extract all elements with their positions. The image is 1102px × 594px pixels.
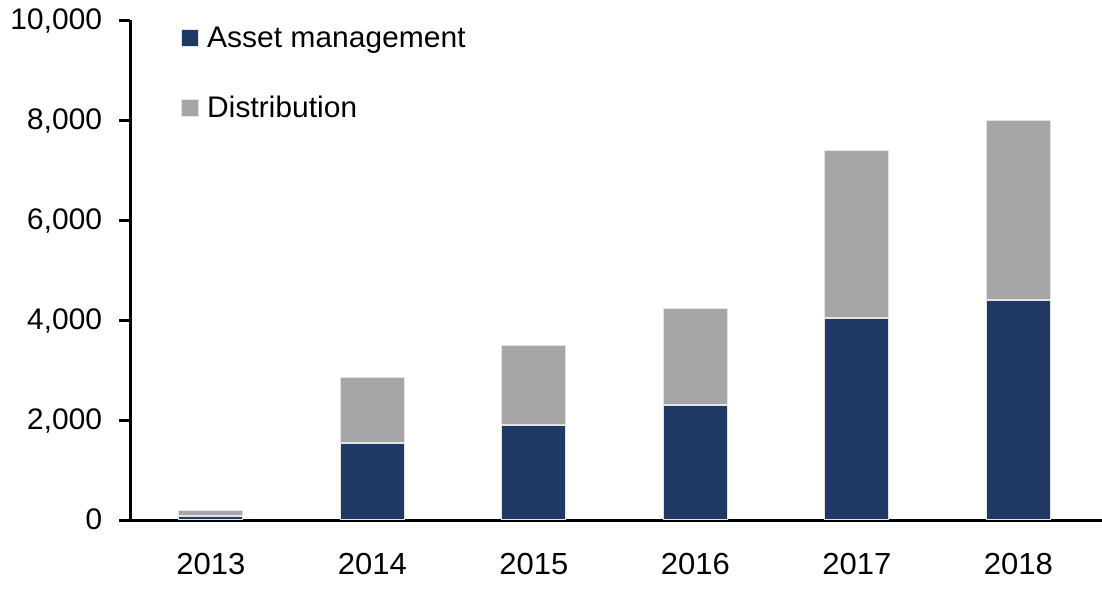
y-axis-line <box>129 20 132 522</box>
bar-segment-distribution <box>985 120 1051 300</box>
y-tick-mark <box>119 519 130 522</box>
bar-segment-distribution <box>662 307 728 405</box>
legend-item-distribution: Distribution <box>181 91 358 124</box>
y-tick-label: 4,000 <box>26 303 102 336</box>
legend-label-distribution: Distribution <box>207 91 358 124</box>
bar-segment-asset-management <box>501 425 567 520</box>
x-axis-line <box>129 519 1102 522</box>
distribution-swatch-icon <box>181 99 199 117</box>
bar-segment-distribution <box>501 345 567 425</box>
x-axis-label: 2015 <box>499 546 569 581</box>
bar-segment-distribution <box>824 150 890 318</box>
bar-segment-asset-management <box>339 442 405 520</box>
y-tick-label: 6,000 <box>26 203 102 236</box>
y-tick-mark <box>119 419 130 422</box>
y-tick-label: 2,000 <box>26 403 102 436</box>
bar-segment-asset-management <box>178 515 244 520</box>
legend-item-asset-management: Asset management <box>181 21 466 54</box>
y-tick-label: 10,000 <box>10 3 102 36</box>
bar-segment-asset-management <box>824 317 890 520</box>
x-axis-label: 2014 <box>337 546 407 581</box>
x-axis-label: 2017 <box>822 546 892 581</box>
x-axis-label: 2016 <box>660 546 730 581</box>
y-tick-label: 0 <box>85 503 102 536</box>
y-tick-mark <box>119 19 130 22</box>
y-tick-mark <box>119 219 130 222</box>
bar-segment-asset-management <box>985 300 1051 520</box>
x-axis-label: 2013 <box>176 546 246 581</box>
y-tick-mark <box>119 319 130 322</box>
legend-label-asset-management: Asset management <box>207 21 466 54</box>
y-tick-label: 8,000 <box>26 103 102 136</box>
bar-segment-asset-management <box>662 405 728 520</box>
bar-segment-distribution <box>339 376 405 443</box>
y-tick-mark <box>119 119 130 122</box>
bar-segment-distribution <box>178 510 244 516</box>
asset-management-swatch-icon <box>181 29 199 47</box>
x-axis-label: 2018 <box>983 546 1053 581</box>
